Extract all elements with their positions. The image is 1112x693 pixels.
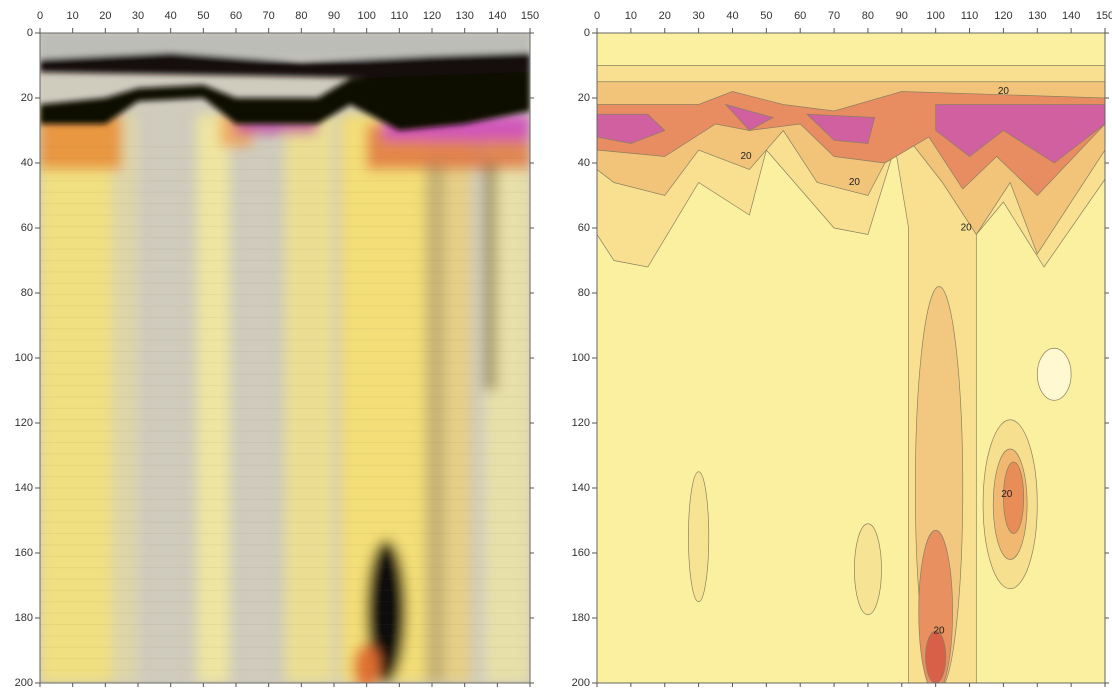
dark-band [40,52,530,79]
y-tick-label: 120 [572,417,590,429]
texture [40,114,530,683]
x-tick-label: 0 [594,10,600,22]
x-tick-label: 50 [197,10,209,22]
x-tick-label: 30 [132,10,144,22]
dark-blob [366,540,406,683]
x-tick-label: 80 [862,10,874,22]
light-top [40,33,530,59]
texture-band [425,163,446,683]
orange-blob [353,644,380,683]
x-tick-label: 90 [328,10,340,22]
y-tick-label: 160 [572,547,590,559]
y-tick-label: 140 [572,482,590,494]
y-tick-label: 180 [572,612,590,624]
contour-label: 20 [1001,489,1013,500]
contour-spot [1036,347,1072,401]
y-tick-label: 100 [15,352,33,364]
y-tick-label: 200 [572,677,590,689]
y-tick-label: 60 [21,222,33,234]
x-tick-label: 70 [828,10,840,22]
x-tick-label: 80 [295,10,307,22]
x-tick-label: 10 [67,10,79,22]
chart-panel: 0 10 20 30 40 50 60 70 80 90 100 110 120 130 140 150 0 20… [15,10,540,689]
y-tick-label: 120 [15,417,33,429]
x-tick-label: 120 [423,10,441,22]
x-tick-label: 40 [726,10,738,22]
x-tick-label: 110 [961,10,979,22]
x-tick-label: 130 [1028,10,1046,22]
dark-band [40,72,530,131]
x-tick-label: 60 [230,10,242,22]
contour-label: 20 [933,626,945,637]
x-tick-label: 50 [760,10,772,22]
texture-band [196,114,230,683]
y-tick-label: 100 [572,352,590,364]
y-tick-label: 20 [21,92,33,104]
plot-area [40,33,530,683]
contour-band [597,113,666,144]
y-tick-label: 0 [27,27,33,39]
x-tick-label: 100 [926,10,944,22]
x-tick-label: 100 [357,10,375,22]
x-tick-label: 150 [1096,10,1112,22]
contour-label: 20 [849,177,861,188]
contour-band [806,113,876,144]
texture-band [111,114,138,683]
x-tick-label: 60 [794,10,806,22]
contour-band [925,630,947,683]
y-tick-label: 20 [578,92,590,104]
plot-area [597,33,1105,683]
contour-band [724,103,775,131]
y-tick-label: 80 [578,287,590,299]
x-tick-label: 40 [165,10,177,22]
x-tick-label: 140 [488,10,506,22]
x-tick-label: 130 [455,10,473,22]
contour-band [688,471,710,603]
y-tick-label: 180 [15,612,33,624]
x-tick-label: 20 [659,10,671,22]
x-tick-label: 30 [692,10,704,22]
y-tick-label: 160 [15,547,33,559]
y-tick-label: 80 [21,287,33,299]
dark-bands [40,33,530,131]
x-tick-label: 10 [625,10,637,22]
contour-band [1003,461,1025,534]
y-tick-label: 40 [21,157,33,169]
y-tick-label: 60 [578,222,590,234]
texture-band [285,114,334,683]
texture-band [40,114,112,683]
x-tick-label: 20 [99,10,111,22]
y-tick-label: 140 [15,482,33,494]
chart-panel: 0 10 20 30 40 50 60 70 80 90 100 110 120 130 140 150 0 20… [572,10,1112,689]
contour-label: 20 [740,151,752,162]
y-tick-label: 40 [578,157,590,169]
contour-band [935,104,1105,164]
x-tick-label: 140 [1062,10,1080,22]
x-tick-label: 150 [521,10,539,22]
x-tick-label: 110 [391,10,409,22]
texture-band [484,163,498,391]
contour-label: 20 [961,223,973,234]
x-tick-label: 70 [263,10,275,22]
y-tick-label: 200 [15,677,33,689]
x-tick-label: 120 [994,10,1012,22]
contour-band [854,523,882,616]
contour-label: 20 [998,86,1010,97]
x-tick-label: 90 [896,10,908,22]
x-tick-label: 0 [37,10,43,22]
y-tick-label: 0 [584,27,590,39]
